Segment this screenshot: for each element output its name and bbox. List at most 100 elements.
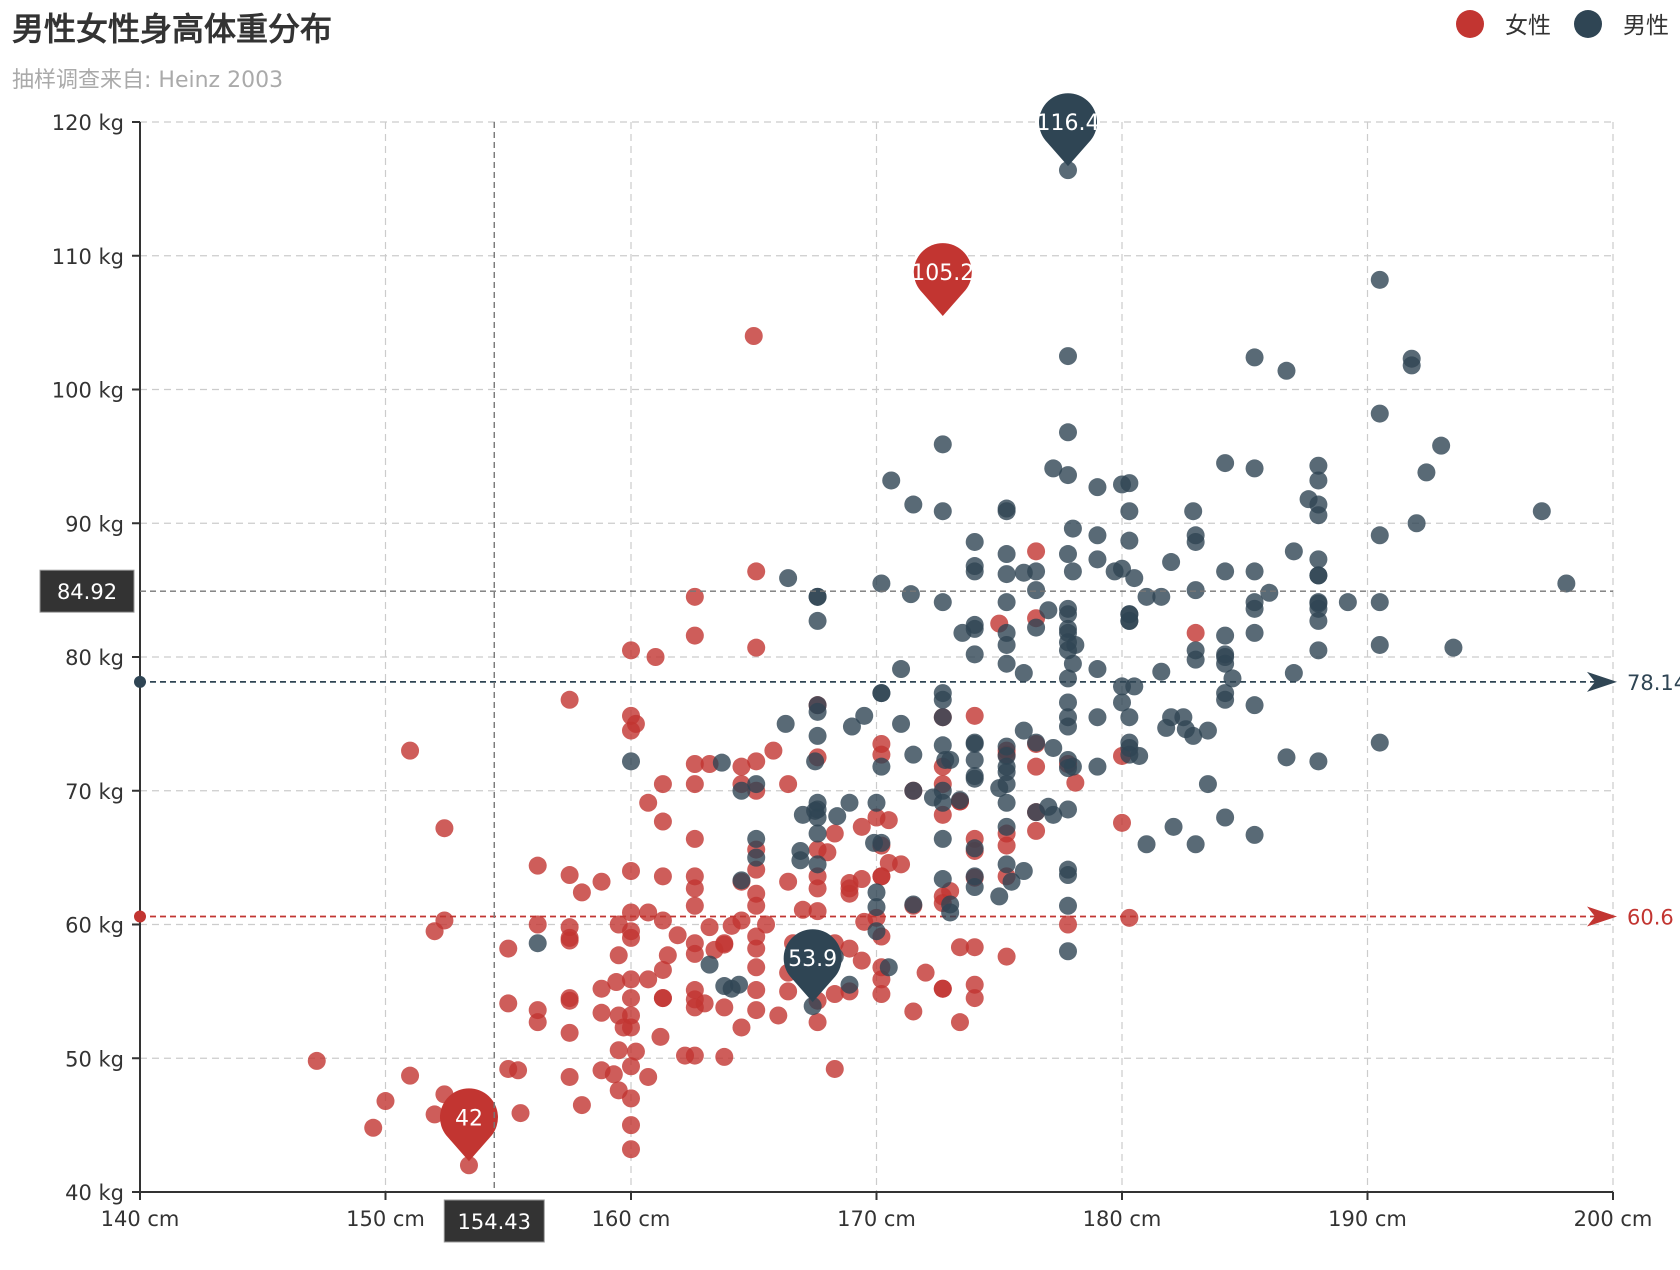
male-point[interactable] <box>808 702 827 721</box>
female-point[interactable] <box>732 911 751 930</box>
female-point[interactable] <box>511 1104 530 1123</box>
male-point[interactable] <box>1245 696 1264 715</box>
female-point[interactable] <box>1027 821 1046 840</box>
male-point[interactable] <box>776 714 795 733</box>
female-point[interactable] <box>307 1051 326 1070</box>
male-point[interactable] <box>1039 601 1058 620</box>
male-point[interactable] <box>1014 862 1033 880</box>
male-point[interactable] <box>828 807 847 826</box>
female-point[interactable] <box>435 911 454 930</box>
male-point[interactable] <box>872 684 891 703</box>
male-point[interactable] <box>779 569 798 588</box>
male-point[interactable] <box>808 587 827 606</box>
male-point[interactable] <box>1027 733 1046 752</box>
male-point[interactable] <box>953 623 972 642</box>
male-point[interactable] <box>1120 502 1139 521</box>
female-point[interactable] <box>867 808 886 827</box>
female-point[interactable] <box>622 641 640 660</box>
female-point[interactable] <box>825 1059 844 1078</box>
female-point[interactable] <box>852 817 871 836</box>
female-point[interactable] <box>685 896 704 915</box>
male-point[interactable] <box>806 752 825 771</box>
male-point[interactable] <box>1066 635 1085 654</box>
male-mark-pin[interactable]: 53.9 <box>783 929 842 1003</box>
male-point[interactable] <box>840 793 859 812</box>
female-point[interactable] <box>560 1023 579 1042</box>
female-point[interactable] <box>757 915 776 934</box>
male-point[interactable] <box>867 898 886 917</box>
female-point[interactable] <box>933 979 952 998</box>
male-point[interactable] <box>965 734 984 753</box>
female-point[interactable] <box>685 626 704 645</box>
male-point[interactable] <box>933 708 952 727</box>
male-point[interactable] <box>1058 545 1077 564</box>
female-point[interactable] <box>622 970 640 989</box>
female-point[interactable] <box>626 1042 645 1061</box>
female-point[interactable] <box>653 867 672 886</box>
female-point[interactable] <box>459 1156 478 1175</box>
male-point[interactable] <box>1245 599 1264 618</box>
male-point[interactable] <box>933 829 952 848</box>
female-mark-pin[interactable]: 105.2 <box>911 243 974 316</box>
female-point[interactable] <box>622 903 640 922</box>
female-point[interactable] <box>499 994 518 1013</box>
female-point[interactable] <box>747 927 766 946</box>
male-point[interactable] <box>997 565 1016 584</box>
female-point[interactable] <box>997 947 1016 966</box>
male-point[interactable] <box>808 855 827 874</box>
male-point[interactable] <box>840 975 859 994</box>
male-point[interactable] <box>1063 562 1082 581</box>
male-point[interactable] <box>867 883 886 902</box>
male-point[interactable] <box>1216 454 1235 473</box>
male-point[interactable] <box>1113 559 1131 578</box>
female-point[interactable] <box>965 938 984 957</box>
female-point[interactable] <box>639 793 658 812</box>
female-point[interactable] <box>425 1105 444 1124</box>
male-point[interactable] <box>1014 563 1033 582</box>
female-point[interactable] <box>622 1089 640 1108</box>
male-point[interactable] <box>730 975 749 994</box>
male-point[interactable] <box>933 502 952 521</box>
male-point[interactable] <box>1113 677 1131 696</box>
male-point[interactable] <box>1120 708 1139 727</box>
female-point[interactable] <box>715 998 734 1017</box>
female-point[interactable] <box>892 855 911 874</box>
male-point[interactable] <box>1088 526 1107 545</box>
mark-points[interactable]: 105.2 42 116.4 53.9 <box>439 93 1100 1162</box>
female-point[interactable] <box>852 951 871 970</box>
female-point[interactable] <box>1027 757 1046 776</box>
legend[interactable]: 女性 男性 <box>1456 10 1669 39</box>
female-point[interactable] <box>653 911 672 930</box>
male-point[interactable] <box>1216 562 1235 581</box>
female-point[interactable] <box>840 939 859 958</box>
female-point[interactable] <box>560 931 579 950</box>
male-point[interactable] <box>1245 623 1264 642</box>
male-point[interactable] <box>1557 574 1576 593</box>
female-point[interactable] <box>653 775 672 794</box>
female-point[interactable] <box>622 862 640 880</box>
male-point[interactable] <box>1113 475 1131 494</box>
male-point[interactable] <box>1309 471 1328 490</box>
female-point[interactable] <box>592 872 611 891</box>
male-point[interactable] <box>1044 805 1063 824</box>
female-point[interactable] <box>1058 915 1077 934</box>
male-point[interactable] <box>1417 463 1436 482</box>
female-point[interactable] <box>764 741 783 760</box>
female-point[interactable] <box>528 915 547 934</box>
male-point[interactable] <box>1014 664 1033 683</box>
male-point[interactable] <box>965 839 984 858</box>
male-point[interactable] <box>1186 835 1205 854</box>
male-point[interactable] <box>904 745 923 764</box>
male-point[interactable] <box>965 769 984 788</box>
male-point[interactable] <box>1152 662 1171 681</box>
female-point[interactable] <box>639 1067 658 1086</box>
male-point[interactable] <box>872 574 891 593</box>
male-point[interactable] <box>865 833 884 852</box>
male-point[interactable] <box>1370 270 1389 289</box>
female-point[interactable] <box>653 812 672 831</box>
female-point[interactable] <box>793 900 812 919</box>
male-point[interactable] <box>1063 519 1082 538</box>
male-point[interactable] <box>732 781 751 800</box>
female-point[interactable] <box>685 879 704 898</box>
male-point[interactable] <box>997 545 1016 564</box>
